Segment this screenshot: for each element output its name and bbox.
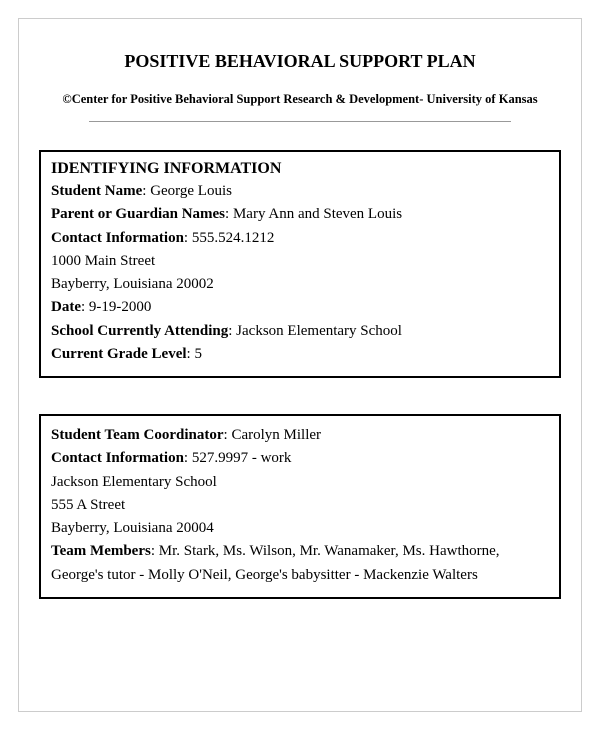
coordinator-line: Student Team Coordinator: Carolyn Miller: [51, 424, 549, 447]
team-contact-line: Contact Information: 527.9997 - work: [51, 447, 549, 470]
date-label: Date: [51, 299, 81, 315]
school-label: School Currently Attending: [51, 323, 228, 339]
grade-value: 5: [194, 346, 202, 362]
document-page: POSITIVE BEHAVIORAL SUPPORT PLAN ©Center…: [18, 18, 582, 712]
student-name-line: Student Name: George Louis: [51, 180, 549, 203]
page-subtitle: ©Center for Positive Behavioral Support …: [39, 92, 561, 107]
contact-phone-value: 555.524.1212: [192, 230, 275, 246]
team-contact-value: 527.9997 - work: [192, 450, 292, 466]
parent-names-label: Parent or Guardian Names: [51, 206, 225, 222]
address-line-1: 1000 Main Street: [51, 250, 549, 273]
grade-line: Current Grade Level: 5: [51, 343, 549, 366]
team-members-line: Team Members: Mr. Stark, Ms. Wilson, Mr.…: [51, 540, 549, 587]
team-info-box: Student Team Coordinator: Carolyn Miller…: [39, 414, 561, 599]
parent-names-value: Mary Ann and Steven Louis: [233, 206, 402, 222]
contact-label: Contact Information: [51, 230, 184, 246]
school-value: Jackson Elementary School: [236, 323, 402, 339]
team-address-2: Bayberry, Louisiana 20004: [51, 517, 549, 540]
grade-label: Current Grade Level: [51, 346, 187, 362]
header-divider: [89, 121, 511, 122]
team-school: Jackson Elementary School: [51, 471, 549, 494]
school-line: School Currently Attending: Jackson Elem…: [51, 320, 549, 343]
student-name-value: George Louis: [150, 183, 232, 199]
student-name-label: Student Name: [51, 183, 142, 199]
coordinator-value: Carolyn Miller: [231, 427, 321, 443]
identifying-info-box: IDENTIFYING INFORMATION Student Name: Ge…: [39, 150, 561, 378]
identifying-heading: IDENTIFYING INFORMATION: [51, 160, 549, 178]
team-members-label: Team Members: [51, 543, 151, 559]
parent-names-line: Parent or Guardian Names: Mary Ann and S…: [51, 203, 549, 226]
address-line-2: Bayberry, Louisiana 20002: [51, 273, 549, 296]
contact-info-line: Contact Information: 555.524.1212: [51, 227, 549, 250]
date-value: 9-19-2000: [89, 299, 152, 315]
date-line: Date: 9-19-2000: [51, 296, 549, 319]
page-title: POSITIVE BEHAVIORAL SUPPORT PLAN: [39, 51, 561, 72]
coordinator-label: Student Team Coordinator: [51, 427, 224, 443]
team-address-1: 555 A Street: [51, 494, 549, 517]
team-contact-label: Contact Information: [51, 450, 184, 466]
